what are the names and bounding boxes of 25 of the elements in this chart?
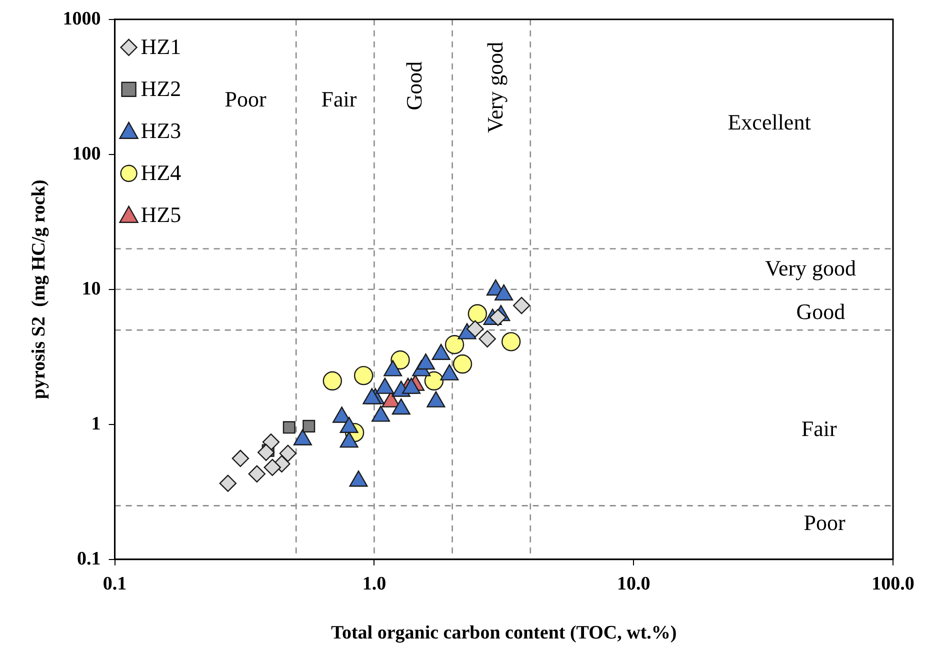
x-tick-label: 0.1	[102, 574, 127, 595]
x-axis-title: Total organic carbon content (TOC, wt.%)	[331, 622, 677, 644]
annotation: Fair	[801, 416, 838, 442]
legend-label: HZ3	[140, 118, 182, 144]
annotation: Very good	[482, 42, 508, 133]
x-tick-label: 100.0	[872, 574, 914, 595]
y-axis-title: pyrosis S2 (mg HC/g rock)	[28, 180, 50, 400]
annotation: Fair	[321, 86, 358, 112]
y-tick-label: 1000	[62, 8, 101, 30]
y-tick-label: 100	[72, 143, 101, 164]
annotation: Poor	[224, 86, 267, 112]
legend-label: HZ1	[140, 34, 182, 60]
annotation: Poor	[804, 510, 846, 536]
annotation: Good	[402, 61, 427, 110]
annotation: Excellent	[728, 109, 811, 134]
y-tick-label: 0.1	[77, 548, 101, 570]
annotation: Very good	[764, 256, 856, 281]
legend-label: HZ5	[140, 202, 182, 228]
annotation: Good	[796, 298, 846, 324]
y-tick-label: 10	[82, 278, 101, 300]
y-tick-label: 1	[91, 413, 101, 434]
legend-label: HZ2	[140, 76, 182, 102]
legend-label: HZ4	[140, 160, 182, 186]
x-tick-label: 10.0	[616, 574, 650, 595]
x-tick-label: 1.0	[362, 574, 386, 595]
